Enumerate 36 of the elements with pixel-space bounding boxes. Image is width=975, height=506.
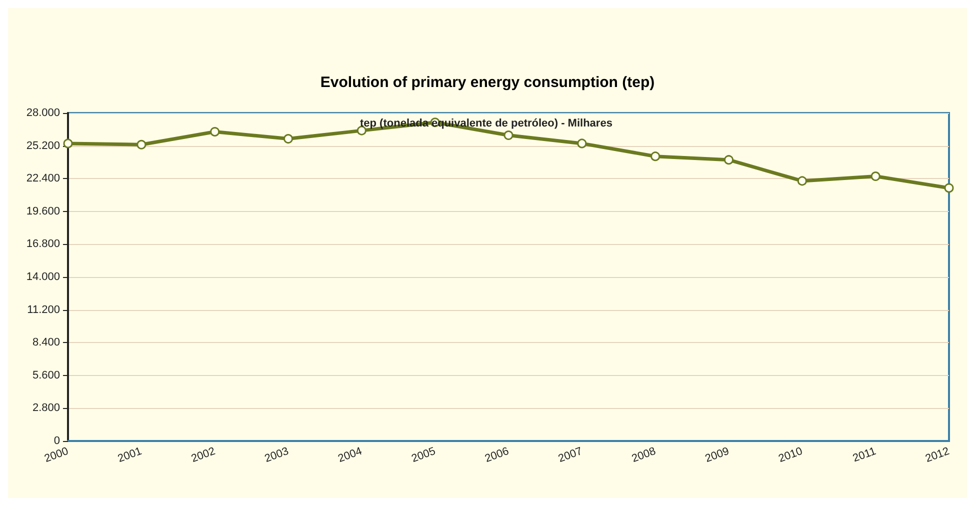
y-tick-label: 8.400 [32,336,60,349]
point [284,134,293,144]
point [577,138,587,148]
x-tick-label: 2001 [116,445,144,466]
point [724,155,734,165]
y-tick-label: 16.800 [26,238,60,250]
y-tick-label: 0 [54,435,60,447]
point [210,126,220,136]
point [650,152,660,162]
x-tick-label: 2012 [924,445,952,466]
x-tick-label: 2002 [190,445,217,466]
y-tick-label: 25.200 [26,140,60,152]
x-tick-label: 2000 [42,445,70,466]
y-tick-label: 28.000 [26,107,60,119]
x-tick-label: 2004 [336,445,364,466]
point [63,138,73,148]
x-tick-label: 2009 [704,445,731,466]
x-tick-label: 2006 [483,445,511,466]
x-tick-label: 2007 [556,445,584,466]
y-tick-label: 22.400 [26,172,60,185]
point [944,183,954,193]
y-tick-label: 5.600 [32,369,60,382]
x-tick-label: 2011 [851,445,878,465]
x-tick-label: 2008 [630,445,658,466]
point [504,130,514,140]
point [870,172,880,182]
y-tick-label: 19.600 [26,205,60,218]
y-tick-label: 14.000 [26,271,60,283]
y-tick-label: 11.200 [27,304,60,316]
chart-title: Evolution of primary energy consumption (tep) [320,74,655,91]
x-tick-label: 2005 [410,445,438,466]
x-tick-label: 2010 [777,445,804,466]
point [136,140,146,150]
x-tick-label: 2003 [263,445,290,466]
point [797,176,807,186]
y-tick-label: 2.800 [32,402,60,414]
